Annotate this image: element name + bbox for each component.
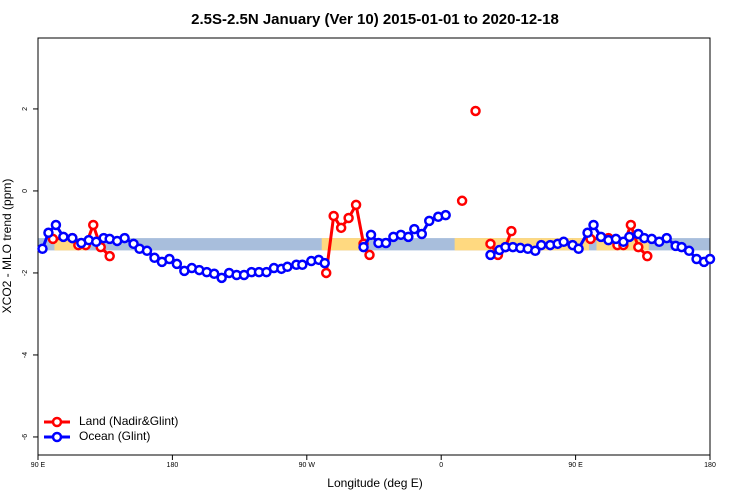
point [320, 267, 332, 279]
point [403, 231, 414, 243]
point [208, 268, 220, 280]
point [149, 252, 160, 264]
point [319, 257, 330, 269]
x-axis-label: Longitude (deg E) [327, 476, 422, 490]
point [536, 239, 547, 251]
point [141, 245, 153, 257]
point [171, 258, 183, 270]
x-tick-label: 90 W [299, 462, 316, 469]
y-tick-label: 2 [22, 107, 29, 111]
point [328, 210, 339, 222]
legend-marker [51, 416, 63, 428]
point [343, 212, 354, 224]
x-tick-label: 180 [704, 462, 716, 469]
point [335, 222, 347, 234]
point [416, 228, 428, 240]
point [624, 231, 635, 243]
legend-label: Land (Nadir&Glint) [79, 414, 178, 428]
point [558, 236, 569, 248]
point [350, 199, 362, 211]
point [37, 243, 48, 255]
point [661, 232, 672, 244]
chart-title: 2.5S-2.5N January (Ver 10) 2015-01-01 to… [191, 11, 559, 28]
point [683, 245, 695, 257]
point [50, 219, 62, 231]
point [440, 209, 451, 221]
y-tick-label: -6 [22, 434, 29, 440]
point [119, 232, 130, 244]
point [409, 223, 420, 235]
y-tick-label: 0 [22, 189, 29, 193]
point [582, 227, 593, 239]
point [485, 238, 496, 250]
point [216, 272, 227, 284]
point [625, 219, 637, 231]
x-tick-label: 90 E [568, 462, 583, 469]
point [470, 105, 481, 117]
point [88, 219, 99, 231]
point [424, 215, 435, 227]
point [358, 241, 369, 253]
point [485, 249, 496, 261]
point [43, 227, 54, 239]
y-axis-label: XCO2 - MLO trend (ppm) [0, 179, 14, 314]
y-tick-label: -4 [22, 352, 29, 358]
point [164, 253, 175, 265]
point [456, 195, 468, 207]
point [58, 231, 69, 243]
point [380, 237, 392, 249]
point [506, 225, 517, 237]
point [588, 219, 599, 231]
point [530, 245, 541, 257]
legend-label: Ocean (Glint) [79, 429, 150, 443]
point [104, 250, 115, 262]
x-tick-label: 180 [167, 462, 179, 469]
x-tick-label: 90 E [31, 462, 46, 469]
x-tick-label: 0 [439, 462, 443, 469]
point [261, 266, 272, 278]
y-tick-label: -2 [22, 270, 29, 276]
point [365, 229, 377, 241]
point [633, 241, 644, 253]
point [67, 232, 78, 244]
point [282, 261, 293, 273]
point [297, 259, 308, 270]
point [642, 250, 653, 262]
legend-marker [51, 431, 63, 443]
point [364, 249, 375, 261]
band-land [321, 238, 366, 251]
point [704, 253, 716, 265]
point [573, 243, 584, 255]
